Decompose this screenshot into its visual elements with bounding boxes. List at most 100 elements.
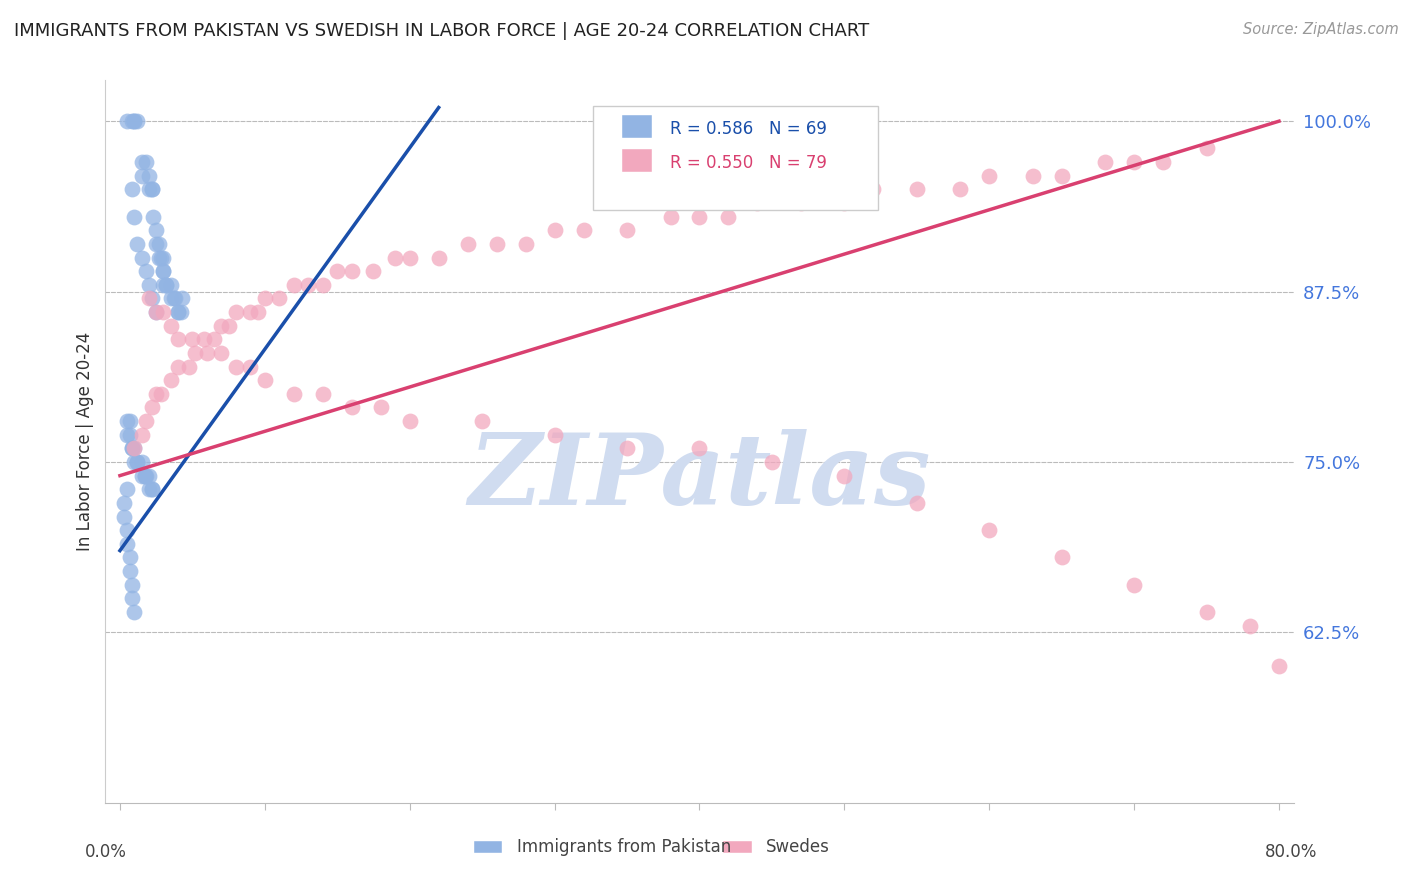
Point	[135, 155, 157, 169]
Point	[159, 277, 181, 292]
Text: 0.0%: 0.0%	[84, 843, 127, 861]
Point	[1195, 141, 1218, 155]
Point	[398, 414, 420, 428]
Point	[193, 332, 215, 346]
Point	[269, 292, 291, 306]
Point	[297, 277, 319, 292]
Point	[155, 277, 177, 292]
Point	[149, 387, 172, 401]
Point	[312, 387, 335, 401]
Point	[159, 373, 181, 387]
Point	[761, 455, 783, 469]
Point	[225, 305, 247, 319]
Point	[543, 223, 565, 237]
Point	[124, 442, 146, 456]
Point	[141, 182, 163, 196]
Point	[131, 468, 153, 483]
Point	[112, 509, 135, 524]
Point	[239, 359, 262, 374]
Point	[167, 305, 190, 319]
Text: IMMIGRANTS FROM PAKISTAN VS SWEDISH IN LABOR FORCE | AGE 20-24 CORRELATION CHART: IMMIGRANTS FROM PAKISTAN VS SWEDISH IN L…	[14, 22, 869, 40]
Point	[138, 277, 160, 292]
Point	[209, 318, 232, 333]
Point	[115, 482, 138, 496]
Point	[152, 264, 174, 278]
Text: Immigrants from Pakistan: Immigrants from Pakistan	[516, 838, 731, 856]
Point	[149, 251, 172, 265]
Point	[124, 114, 146, 128]
Point	[138, 292, 160, 306]
Point	[159, 292, 181, 306]
Y-axis label: In Labor Force | Age 20-24: In Labor Force | Age 20-24	[76, 332, 94, 551]
Point	[152, 277, 174, 292]
Point	[120, 427, 142, 442]
Point	[124, 210, 146, 224]
Point	[834, 196, 856, 211]
Text: R = 0.586   N = 69: R = 0.586 N = 69	[669, 120, 827, 137]
Point	[834, 468, 856, 483]
Point	[184, 346, 207, 360]
Point	[1050, 550, 1073, 565]
Point	[170, 305, 193, 319]
Point	[218, 318, 240, 333]
Point	[979, 169, 1001, 183]
Point	[127, 114, 149, 128]
Point	[790, 196, 813, 211]
Point	[179, 359, 201, 374]
Point	[239, 305, 262, 319]
Point	[159, 318, 181, 333]
Point	[616, 442, 638, 456]
Point	[121, 577, 143, 591]
Point	[659, 210, 682, 224]
Point	[162, 292, 184, 306]
Point	[145, 305, 167, 319]
Point	[134, 468, 156, 483]
Point	[145, 236, 167, 251]
Point	[905, 496, 928, 510]
Point	[121, 442, 143, 456]
Point	[167, 332, 190, 346]
FancyBboxPatch shape	[623, 114, 652, 138]
Point	[312, 277, 335, 292]
Point	[717, 210, 740, 224]
Point	[115, 427, 138, 442]
Point	[120, 414, 142, 428]
Point	[131, 169, 153, 183]
Text: Source: ZipAtlas.com: Source: ZipAtlas.com	[1243, 22, 1399, 37]
Point	[167, 305, 190, 319]
Point	[127, 455, 149, 469]
Point	[120, 564, 142, 578]
Text: 80.0%: 80.0%	[1264, 843, 1317, 861]
Point	[121, 114, 143, 128]
Point	[572, 223, 595, 237]
Point	[131, 251, 153, 265]
FancyBboxPatch shape	[474, 840, 502, 854]
Point	[124, 455, 146, 469]
Point	[384, 251, 406, 265]
Point	[141, 482, 163, 496]
Point	[688, 442, 710, 456]
Point	[172, 292, 194, 306]
Point	[145, 223, 167, 237]
Point	[862, 182, 884, 196]
Point	[246, 305, 269, 319]
Point	[141, 401, 163, 415]
Text: ZIPatlas: ZIPatlas	[468, 429, 931, 526]
Point	[121, 591, 143, 606]
Point	[138, 468, 160, 483]
Point	[155, 277, 177, 292]
Point	[115, 523, 138, 537]
Point	[905, 182, 928, 196]
Point	[979, 523, 1001, 537]
Point	[124, 605, 146, 619]
Point	[131, 455, 153, 469]
Point	[427, 251, 450, 265]
Point	[209, 346, 232, 360]
Point	[515, 236, 537, 251]
Point	[138, 182, 160, 196]
Point	[115, 414, 138, 428]
Point	[152, 305, 174, 319]
Point	[152, 264, 174, 278]
FancyBboxPatch shape	[623, 149, 652, 172]
Point	[326, 264, 349, 278]
